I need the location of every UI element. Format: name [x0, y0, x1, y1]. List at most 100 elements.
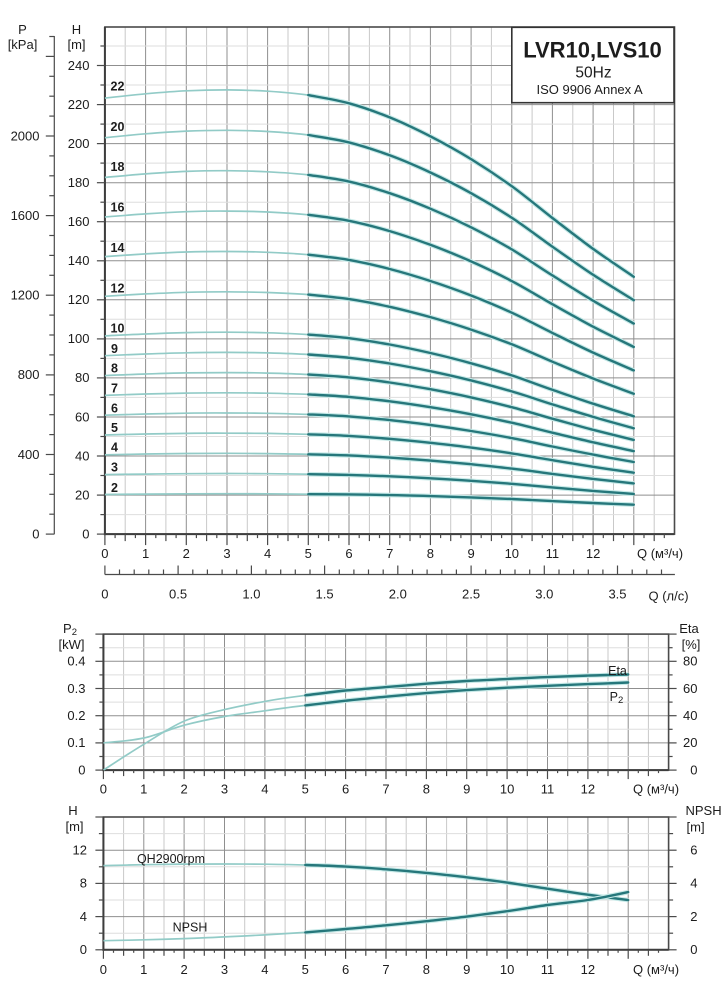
svg-text:9: 9: [463, 962, 470, 977]
svg-text:Eta: Eta: [679, 621, 699, 636]
svg-text:2.0: 2.0: [389, 586, 407, 601]
svg-text:9: 9: [463, 782, 470, 797]
svg-text:0.3: 0.3: [67, 681, 85, 696]
svg-text:0: 0: [100, 962, 107, 977]
svg-text:10: 10: [111, 322, 125, 336]
svg-text:LVR10,LVS10: LVR10,LVS10: [523, 37, 662, 62]
svg-text:4: 4: [80, 909, 87, 924]
svg-text:120: 120: [68, 292, 90, 307]
svg-text:0.1: 0.1: [67, 735, 85, 750]
svg-text:40: 40: [683, 708, 697, 723]
svg-text:10: 10: [505, 546, 519, 561]
svg-text:10: 10: [500, 962, 514, 977]
svg-text:200: 200: [68, 136, 90, 151]
svg-text:240: 240: [68, 58, 90, 73]
svg-text:6: 6: [345, 546, 352, 561]
svg-text:5: 5: [302, 962, 309, 977]
svg-text:11: 11: [546, 546, 560, 561]
svg-text:8: 8: [423, 962, 430, 977]
svg-text:2: 2: [180, 782, 187, 797]
svg-text:9: 9: [111, 342, 118, 356]
svg-text:2: 2: [111, 481, 118, 495]
svg-text:4: 4: [261, 962, 268, 977]
svg-text:100: 100: [68, 331, 90, 346]
svg-text:H: H: [68, 803, 77, 818]
svg-text:3.0: 3.0: [535, 586, 553, 601]
svg-text:4: 4: [264, 546, 271, 561]
svg-text:12: 12: [73, 843, 87, 858]
svg-text:3.5: 3.5: [608, 586, 626, 601]
svg-text:0.4: 0.4: [67, 654, 85, 669]
svg-text:14: 14: [111, 241, 125, 255]
svg-text:Q (м³/ч): Q (м³/ч): [637, 546, 683, 561]
svg-text:80: 80: [683, 654, 697, 669]
svg-text:4: 4: [111, 440, 118, 454]
svg-text:Q (л/с): Q (л/с): [649, 588, 689, 603]
svg-text:3: 3: [221, 782, 228, 797]
svg-text:12: 12: [581, 782, 595, 797]
svg-text:[%]: [%]: [682, 637, 701, 652]
svg-text:1200: 1200: [11, 288, 40, 303]
svg-text:0.5: 0.5: [169, 586, 187, 601]
svg-text:0: 0: [82, 526, 89, 541]
svg-text:20: 20: [75, 487, 89, 502]
svg-text:7: 7: [382, 962, 389, 977]
svg-text:H: H: [72, 22, 81, 37]
svg-text:1: 1: [140, 782, 147, 797]
svg-text:0: 0: [78, 762, 85, 777]
svg-text:2000: 2000: [11, 128, 40, 143]
svg-text:5: 5: [305, 546, 312, 561]
svg-text:3: 3: [111, 460, 118, 474]
svg-text:QH2900rpm: QH2900rpm: [137, 852, 205, 866]
svg-text:[m]: [m]: [65, 819, 83, 834]
svg-text:0: 0: [101, 586, 108, 601]
svg-text:16: 16: [111, 200, 125, 214]
svg-text:400: 400: [18, 447, 40, 462]
svg-text:NPSH: NPSH: [173, 920, 208, 934]
svg-text:11: 11: [541, 782, 555, 797]
svg-text:18: 18: [111, 160, 125, 174]
svg-text:5: 5: [302, 782, 309, 797]
svg-text:NPSH: NPSH: [686, 803, 722, 818]
svg-text:ISO 9906 Annex A: ISO 9906 Annex A: [536, 82, 643, 97]
svg-text:180: 180: [68, 175, 90, 190]
svg-text:0: 0: [690, 762, 697, 777]
svg-text:22: 22: [111, 79, 125, 93]
svg-text:6: 6: [690, 843, 697, 858]
svg-text:0: 0: [690, 942, 697, 957]
svg-text:0: 0: [101, 546, 108, 561]
svg-text:12: 12: [111, 282, 125, 296]
svg-text:2: 2: [180, 962, 187, 977]
svg-text:140: 140: [68, 253, 90, 268]
svg-text:8: 8: [111, 361, 118, 375]
svg-text:10: 10: [500, 782, 514, 797]
svg-text:6: 6: [342, 962, 349, 977]
svg-text:8: 8: [80, 876, 87, 891]
svg-text:6: 6: [111, 401, 118, 415]
svg-text:[m]: [m]: [687, 819, 705, 834]
svg-text:2: 2: [690, 909, 697, 924]
svg-text:[kW]: [kW]: [59, 637, 85, 652]
svg-text:7: 7: [382, 782, 389, 797]
svg-text:2: 2: [183, 546, 190, 561]
svg-text:8: 8: [427, 546, 434, 561]
svg-text:80: 80: [75, 370, 89, 385]
svg-text:[m]: [m]: [67, 37, 85, 52]
svg-text:[kPa]: [kPa]: [8, 37, 38, 52]
svg-text:7: 7: [386, 546, 393, 561]
svg-text:0: 0: [80, 942, 87, 957]
svg-text:160: 160: [68, 214, 90, 229]
svg-text:3: 3: [223, 546, 230, 561]
svg-text:60: 60: [75, 409, 89, 424]
svg-text:7: 7: [111, 381, 118, 395]
svg-text:12: 12: [581, 962, 595, 977]
svg-text:4: 4: [261, 782, 268, 797]
svg-text:8: 8: [423, 782, 430, 797]
svg-text:1600: 1600: [11, 208, 40, 223]
svg-text:20: 20: [111, 120, 125, 134]
svg-text:4: 4: [690, 876, 697, 891]
svg-text:3: 3: [221, 962, 228, 977]
svg-text:220: 220: [68, 97, 90, 112]
svg-text:20: 20: [683, 735, 697, 750]
svg-text:1: 1: [140, 962, 147, 977]
